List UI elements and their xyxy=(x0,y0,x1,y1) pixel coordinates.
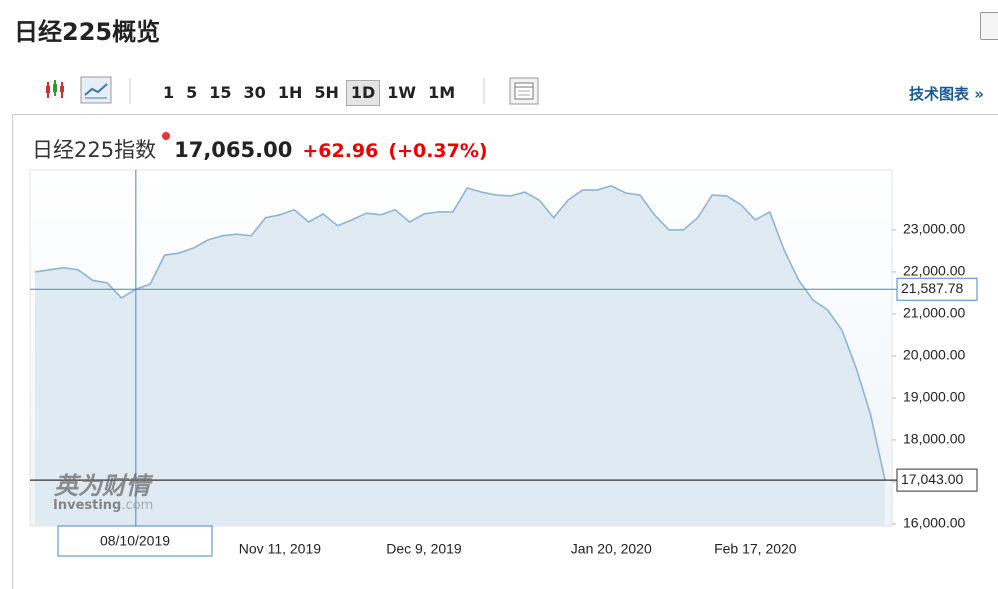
quote-line: 日经225指数 17,065.00 +62.96 (+0.37%) xyxy=(32,132,498,164)
interval-button[interactable]: 1M xyxy=(428,83,456,102)
interval-button[interactable]: 1D xyxy=(345,80,381,106)
interval-buttons: 1 5 15 30 1H 5H 1D 1W 1M xyxy=(158,80,460,106)
interval-button[interactable]: 5H xyxy=(314,83,339,102)
index-name: 日经225指数 xyxy=(32,138,157,162)
chart: 16,000.0017,000.0018,000.0019,000.0020,0… xyxy=(29,169,978,557)
interval-button[interactable]: 15 xyxy=(209,83,232,102)
x-tick-label: Jan 20, 2020 xyxy=(571,541,652,557)
page-title: 日经225概览 xyxy=(14,18,161,46)
area-fill xyxy=(35,185,885,526)
change: +62.96 xyxy=(302,140,379,162)
watermark-domain: .com xyxy=(121,498,154,513)
crosshair-value-label: 21,587.78 xyxy=(901,280,963,296)
y-tick-label: 23,000.00 xyxy=(903,221,965,237)
change-percent: (+0.37%) xyxy=(388,140,488,162)
y-tick-label: 18,000.00 xyxy=(903,431,965,447)
y-tick-label: 19,000.00 xyxy=(903,389,965,405)
price: 17,065.00 xyxy=(174,138,293,162)
page: {"header": {"title": "日经225概览"}, "toolba… xyxy=(12,12,998,589)
candlestick-button[interactable] xyxy=(46,80,64,98)
live-dot xyxy=(162,132,171,140)
crosshair-date-label: 08/10/2019 xyxy=(100,533,170,549)
x-tick-label: Nov 11, 2019 xyxy=(239,541,321,557)
layout-button[interactable] xyxy=(508,77,540,105)
interval-button[interactable]: 1 xyxy=(163,83,175,102)
watermark-site: Investing.com xyxy=(53,498,153,513)
interval-button[interactable]: 5 xyxy=(186,83,198,102)
y-tick-label: 21,000.00 xyxy=(903,305,965,321)
watermark-site-name: Investing xyxy=(53,498,122,513)
price-line xyxy=(34,185,886,481)
interval-button[interactable]: 30 xyxy=(243,83,266,102)
interval-button[interactable]: 1W xyxy=(387,83,417,102)
x-tick-label: Dec 9, 2019 xyxy=(386,541,462,557)
crosshair-date-box xyxy=(57,525,213,557)
watermark-brand: 英为财情 xyxy=(54,472,150,500)
technical-chart-link[interactable]: 技术图表 » xyxy=(909,85,984,103)
y-tick-label: 20,000.00 xyxy=(903,347,965,363)
toolbar-icons xyxy=(46,76,485,104)
crosshair-value-box xyxy=(896,277,978,301)
x-tick-label: Feb 17, 2020 xyxy=(714,541,797,557)
menu-button[interactable] xyxy=(980,12,998,40)
y-tick-label: 22,000.00 xyxy=(903,263,965,279)
y-tick-label: 16,000.00 xyxy=(903,515,965,531)
last-price-label: 17,043.00 xyxy=(901,471,963,487)
last-price-box xyxy=(896,468,978,492)
interval-button[interactable]: 1H xyxy=(277,83,303,102)
toolbar: 1 5 15 30 1H 5H 1D 1W 1M 技术图表 » xyxy=(12,68,998,115)
line-chart-button[interactable] xyxy=(80,76,112,104)
